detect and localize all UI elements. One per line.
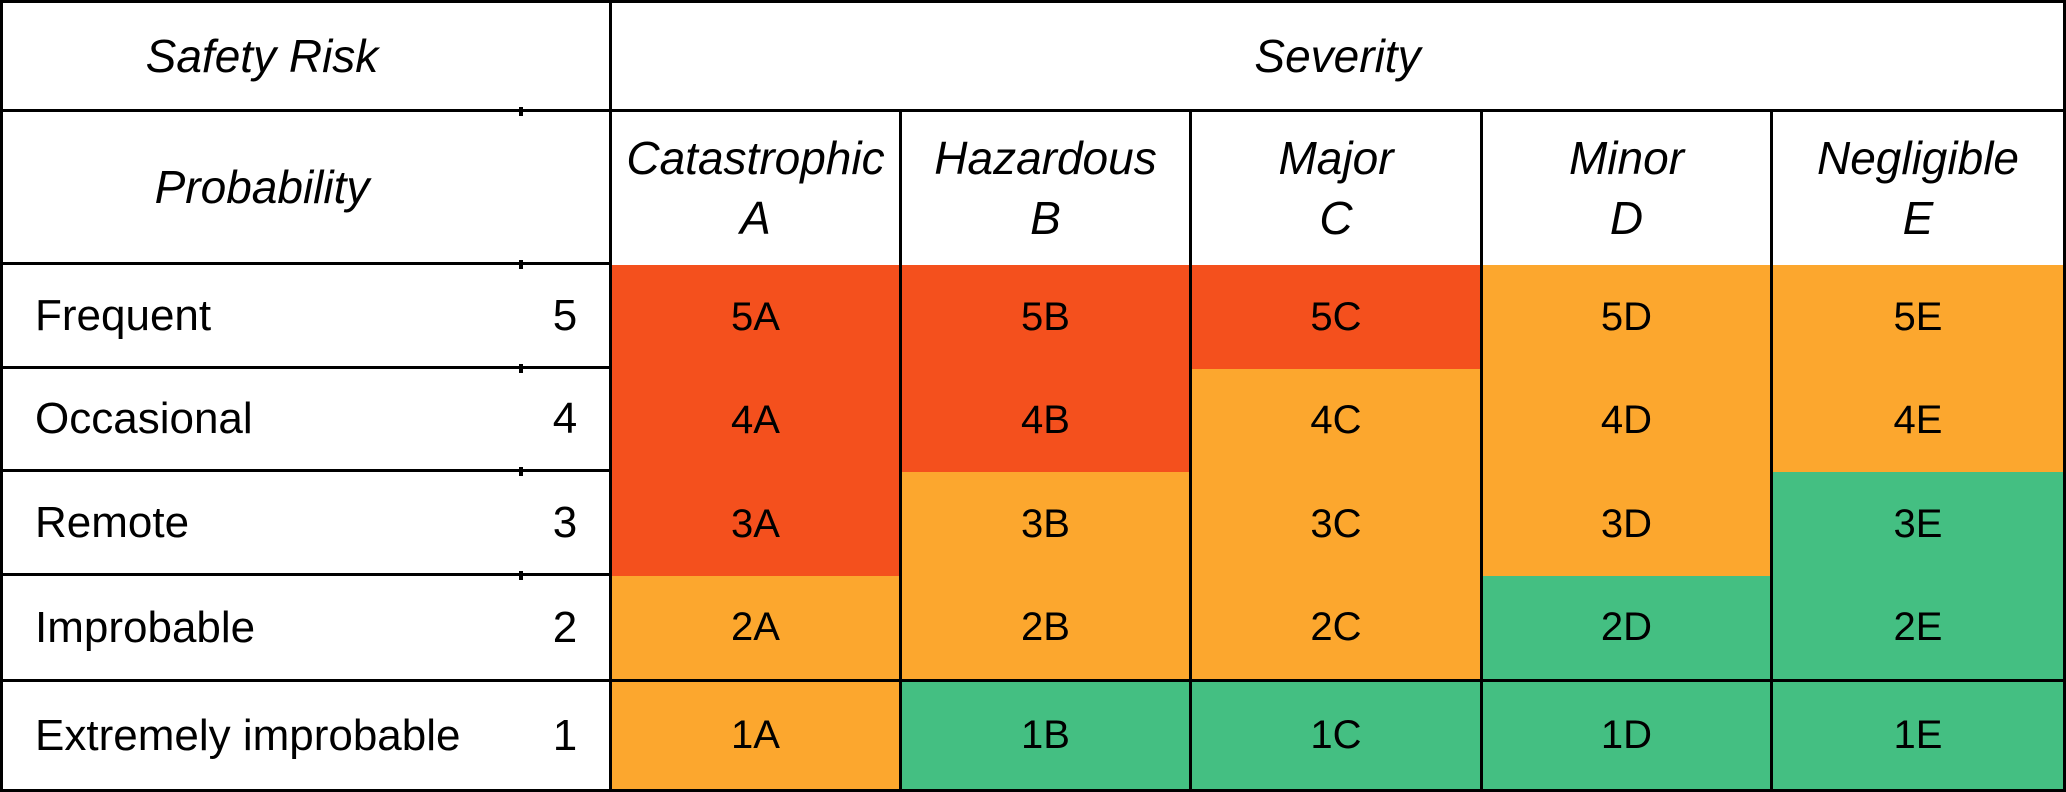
risk-cell: 1D — [1483, 682, 1773, 789]
risk-cell: 5D — [1483, 265, 1773, 369]
risk-cell: 1C — [1192, 682, 1483, 789]
severity-code: D — [1609, 191, 1644, 244]
severity-name: Catastrophic — [626, 131, 885, 184]
risk-cell: 4B — [902, 369, 1192, 472]
risk-cell: 3C — [1192, 472, 1483, 576]
risk-cell: 1A — [612, 682, 902, 789]
probability-row-label-remote: Remote — [3, 472, 521, 576]
probability-level-number: 2 — [521, 576, 612, 682]
severity-code: B — [1030, 191, 1061, 244]
risk-cell: 2C — [1192, 576, 1483, 682]
severity-name: Minor — [1568, 131, 1685, 184]
risk-cell: 2E — [1773, 576, 2063, 682]
grid-tick — [519, 571, 523, 580]
risk-cell: 4E — [1773, 369, 2063, 472]
risk-cell: 1E — [1773, 682, 2063, 789]
severity-column-header-minor: Minor D — [1483, 112, 1773, 265]
severity-code: E — [1902, 191, 1934, 244]
probability-axis-cell: Probability — [3, 112, 521, 265]
risk-matrix-grid: Safety Risk Severity Probability Catastr… — [3, 3, 2063, 789]
risk-cell: 4A — [612, 369, 902, 472]
probability-row-label-occasional: Occasional — [3, 369, 521, 472]
risk-cell: 2A — [612, 576, 902, 682]
risk-cell: 2D — [1483, 576, 1773, 682]
severity-axis-label: Severity — [1254, 30, 1421, 82]
risk-cell: 3B — [902, 472, 1192, 576]
risk-cell: 5C — [1192, 265, 1483, 369]
corner-spacer-cell — [521, 3, 612, 112]
severity-column-header-major: Major C — [1192, 112, 1483, 265]
risk-cell: 5E — [1773, 265, 2063, 369]
grid-tick — [519, 364, 523, 373]
probability-spacer-cell — [521, 112, 612, 265]
risk-cell: 5A — [612, 265, 902, 369]
grid-tick — [519, 107, 523, 116]
corner-title: Safety Risk — [145, 30, 379, 82]
severity-column-header-hazardous: Hazardous B — [902, 112, 1192, 265]
risk-cell: 1B — [902, 682, 1192, 789]
probability-level-number: 4 — [521, 369, 612, 472]
probability-row-label-frequent: Frequent — [3, 265, 521, 369]
risk-cell: 4D — [1483, 369, 1773, 472]
probability-level-number: 3 — [521, 472, 612, 576]
severity-code: A — [740, 191, 771, 244]
probability-axis-label: Probability — [154, 161, 370, 213]
probability-row-label-extremely-improbable: Extremely improbable — [35, 710, 461, 760]
risk-cell: 4C — [1192, 369, 1483, 472]
risk-cell: 3A — [612, 472, 902, 576]
severity-column-header-catastrophic: Catastrophic A — [612, 112, 902, 265]
probability-level-number: 1 — [521, 682, 612, 789]
risk-cell: 3D — [1483, 472, 1773, 576]
risk-cell: 5B — [902, 265, 1192, 369]
grid-tick — [519, 260, 523, 269]
corner-title-cell: Safety Risk — [3, 3, 521, 112]
risk-cell: 2B — [902, 576, 1192, 682]
risk-cell: 3E — [1773, 472, 2063, 576]
grid-tick — [519, 467, 523, 476]
severity-name: Hazardous — [934, 131, 1157, 184]
severity-name: Negligible — [1816, 131, 2019, 184]
severity-code: C — [1319, 191, 1353, 244]
probability-level-number: 5 — [521, 265, 612, 369]
severity-name: Major — [1278, 131, 1394, 184]
probability-row-label-improbable: Improbable — [3, 576, 521, 682]
severity-column-header-negligible: Negligible E — [1773, 112, 2063, 265]
severity-axis-cell: Severity — [612, 3, 2063, 112]
